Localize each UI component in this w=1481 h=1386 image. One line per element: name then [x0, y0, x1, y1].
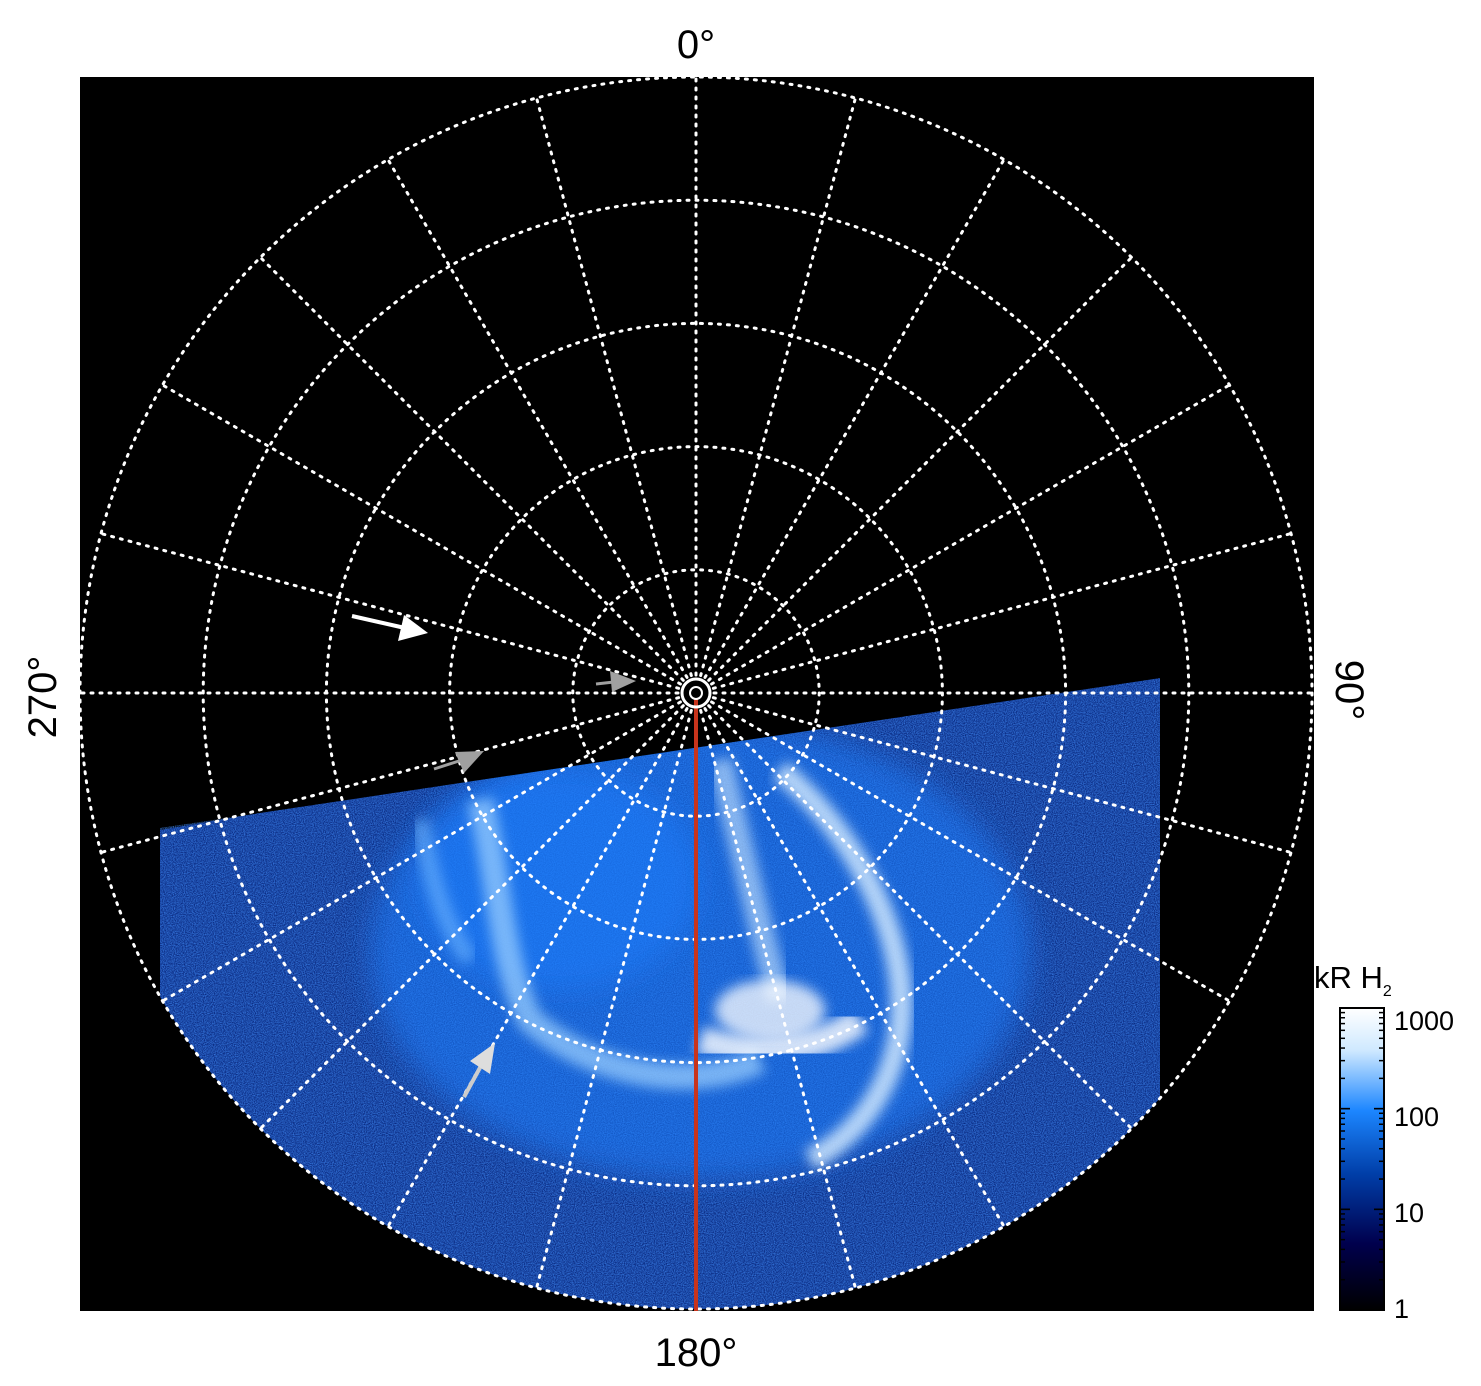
- meridian-line: [710, 700, 1231, 1003]
- meridian-line: [699, 708, 857, 1290]
- meridian-line: [711, 696, 1293, 854]
- meridian-line: [386, 158, 689, 679]
- colorbar-tick-10: 10: [1394, 1198, 1424, 1228]
- latitude-ring: [571, 568, 821, 818]
- meridian-line: [258, 255, 685, 682]
- annotation-arrow-white: [351, 614, 428, 641]
- colorbar-tick-1: 1: [1394, 1294, 1409, 1324]
- annotation-arrow-gray-lower: [462, 1043, 495, 1098]
- annotation-arrow-gray-middle: [433, 751, 484, 773]
- colorbar-title: kR H2: [1314, 960, 1392, 1000]
- label-270-degrees: 270°: [21, 656, 65, 739]
- meridian-line: [703, 158, 1006, 679]
- annotation-arrow-gray-upper: [595, 671, 636, 692]
- colorbar-tick-100: 100: [1394, 1102, 1439, 1132]
- meridian-line: [161, 700, 682, 1003]
- meridian-line: [711, 532, 1293, 690]
- pole-marker: [680, 677, 712, 709]
- meridian-line: [707, 704, 1134, 1131]
- meridian-line: [699, 96, 857, 678]
- label-90-degrees: 90°: [1327, 660, 1371, 721]
- meridian-line: [535, 96, 693, 678]
- meridian-line: [99, 696, 681, 854]
- colorbar: kR H2 1000 100 10 1: [1314, 960, 1454, 1324]
- meridian-line: [703, 707, 1006, 1228]
- meridian-line: [99, 532, 681, 690]
- latitude-ring: [324, 321, 1068, 1065]
- meridian-line: [258, 704, 685, 1131]
- label-0-degrees: 0°: [677, 23, 715, 67]
- colorbar-tick-1000: 1000: [1394, 1006, 1454, 1036]
- colorbar-gradient: [1339, 1007, 1385, 1311]
- meridian-line: [161, 383, 682, 686]
- meridian-line: [710, 383, 1231, 686]
- latitude-ring: [78, 75, 1314, 1311]
- meridian-line: [707, 255, 1134, 682]
- label-180-degrees: 180°: [655, 1331, 738, 1375]
- meridian-line: [535, 708, 693, 1290]
- meridian-line: [386, 707, 689, 1228]
